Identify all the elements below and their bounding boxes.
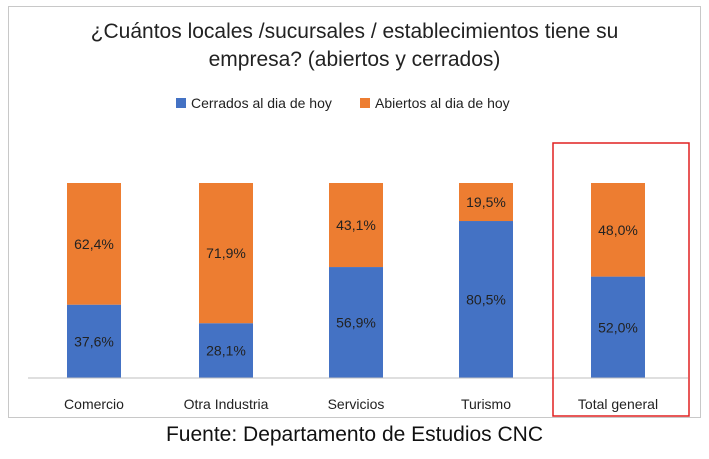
legend-label-0: Cerrados al dia de hoy [191, 95, 332, 111]
chart-title-line1: ¿Cuántos locales /sucursales / estableci… [90, 20, 619, 43]
data-label-1-2: 43,1% [336, 217, 376, 233]
bar-1-1 [199, 183, 253, 324]
bar-1-3 [459, 183, 513, 222]
data-label-0-4: 52,0% [598, 319, 638, 335]
x-tick-label-0: Comercio [64, 396, 124, 412]
data-label-0-2: 56,9% [336, 315, 376, 331]
x-tick-label-1: Otra Industria [184, 396, 269, 412]
data-label-1-3: 19,5% [466, 194, 506, 210]
x-tick-label-2: Servicios [328, 396, 385, 412]
data-label-0-0: 37,6% [74, 333, 114, 349]
bar-0-3 [459, 221, 513, 378]
legend-swatch-1 [360, 98, 370, 108]
bar-0-2 [329, 267, 383, 378]
stacked-bar-chart: Cerrados al dia de hoy Abiertos al dia de… [28, 95, 690, 417]
data-label-0-3: 80,5% [466, 292, 506, 308]
bar-0-4 [591, 276, 645, 378]
bar-1-4 [591, 183, 645, 277]
highlight-box [552, 142, 690, 417]
data-label-1-1: 71,9% [206, 245, 246, 261]
chart-title: ¿Cuántos locales /sucursales / estableci… [0, 18, 709, 74]
bar-1-0 [67, 183, 121, 305]
legend-label-1: Abiertos al dia de hoy [375, 95, 510, 111]
data-label-1-0: 62,4% [74, 236, 114, 252]
legend-swatch-0 [176, 98, 186, 108]
bar-0-1 [199, 323, 253, 378]
data-label-0-1: 28,1% [206, 343, 246, 359]
x-tick-label-4: Total general [578, 396, 658, 412]
bar-0-0 [67, 304, 121, 378]
source-note: Fuente: Departamento de Estudios CNC [165, 423, 544, 446]
x-tick-label-3: Turismo [461, 396, 511, 412]
chart-title-line2: empresa? (abiertos y cerrados) [208, 48, 501, 71]
bar-1-2 [329, 183, 383, 268]
data-label-1-4: 48,0% [598, 222, 638, 238]
